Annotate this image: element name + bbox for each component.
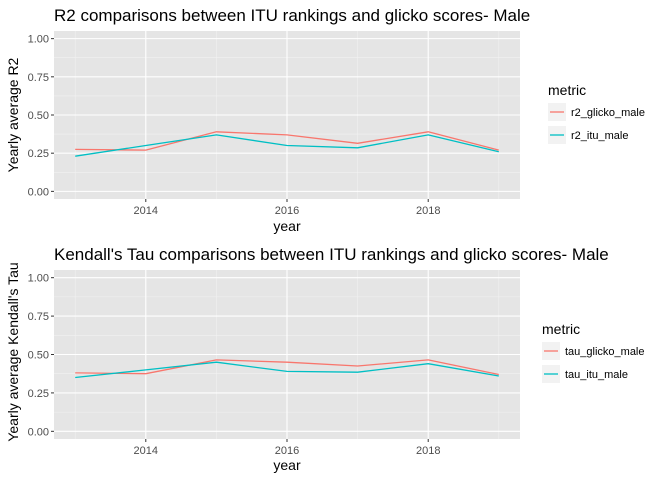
chart-title: R2 comparisons between ITU rankings and … xyxy=(54,6,530,25)
y-axis-title: Yearly average Kendall's Tau xyxy=(5,262,21,441)
series-lines xyxy=(75,359,499,379)
legend-label: tau_glicko_male xyxy=(565,346,645,358)
x-tick-label: 2018 xyxy=(416,205,440,217)
x-tick-label: 2016 xyxy=(275,445,299,457)
legend-label: r2_glicko_male xyxy=(571,107,645,119)
x-tick-label: 2016 xyxy=(275,205,299,217)
series-line-r2-glicko-male xyxy=(75,131,499,151)
y-axis-title: Yearly average R2 xyxy=(5,57,21,172)
chart-kendall-tau: Kendall's Tau comparisons between ITU ra… xyxy=(5,245,645,473)
legend-title: metric xyxy=(548,82,586,98)
x-axis-title: year xyxy=(273,457,301,473)
chart-r2: R2 comparisons between ITU rankings and … xyxy=(5,6,645,234)
series-line-r2-itu-male xyxy=(75,134,499,157)
legend: metric tau_glicko_male tau_itu_male xyxy=(542,321,645,383)
y-axis-ticks: 0.00 0.25 0.50 0.75 1.00 xyxy=(28,34,54,198)
series-line-tau-glicko-male xyxy=(75,359,499,376)
x-axis-ticks: 2014 2016 2018 xyxy=(134,199,440,217)
series-line-tau-itu-male xyxy=(75,361,499,379)
legend-label: r2_itu_male xyxy=(571,130,628,142)
x-axis-title: year xyxy=(273,218,301,234)
x-tick-label: 2018 xyxy=(416,445,440,457)
gridlines xyxy=(54,31,520,199)
x-tick-label: 2014 xyxy=(134,445,158,457)
y-tick-label: 0.25 xyxy=(28,148,49,160)
y-tick-label: 0.75 xyxy=(28,72,49,84)
y-tick-label: 0.50 xyxy=(28,350,49,362)
y-tick-label: 0.00 xyxy=(28,186,49,198)
chart-title: Kendall's Tau comparisons between ITU ra… xyxy=(54,245,609,264)
y-axis-ticks: 0.00 0.25 0.50 0.75 1.00 xyxy=(28,273,54,438)
y-tick-label: 1.00 xyxy=(28,34,49,46)
x-axis-ticks: 2014 2016 2018 xyxy=(134,439,440,457)
y-tick-label: 0.75 xyxy=(28,311,49,323)
legend-label: tau_itu_male xyxy=(565,369,628,381)
y-tick-label: 0.25 xyxy=(28,388,49,400)
legend: metric r2_glicko_male r2_itu_male xyxy=(548,82,645,144)
x-tick-label: 2014 xyxy=(134,205,158,217)
y-tick-label: 0.00 xyxy=(28,426,49,438)
legend-title: metric xyxy=(542,321,580,337)
gridlines xyxy=(54,270,520,439)
series-lines xyxy=(75,131,499,157)
y-tick-label: 0.50 xyxy=(28,110,49,122)
y-tick-label: 1.00 xyxy=(28,273,49,285)
